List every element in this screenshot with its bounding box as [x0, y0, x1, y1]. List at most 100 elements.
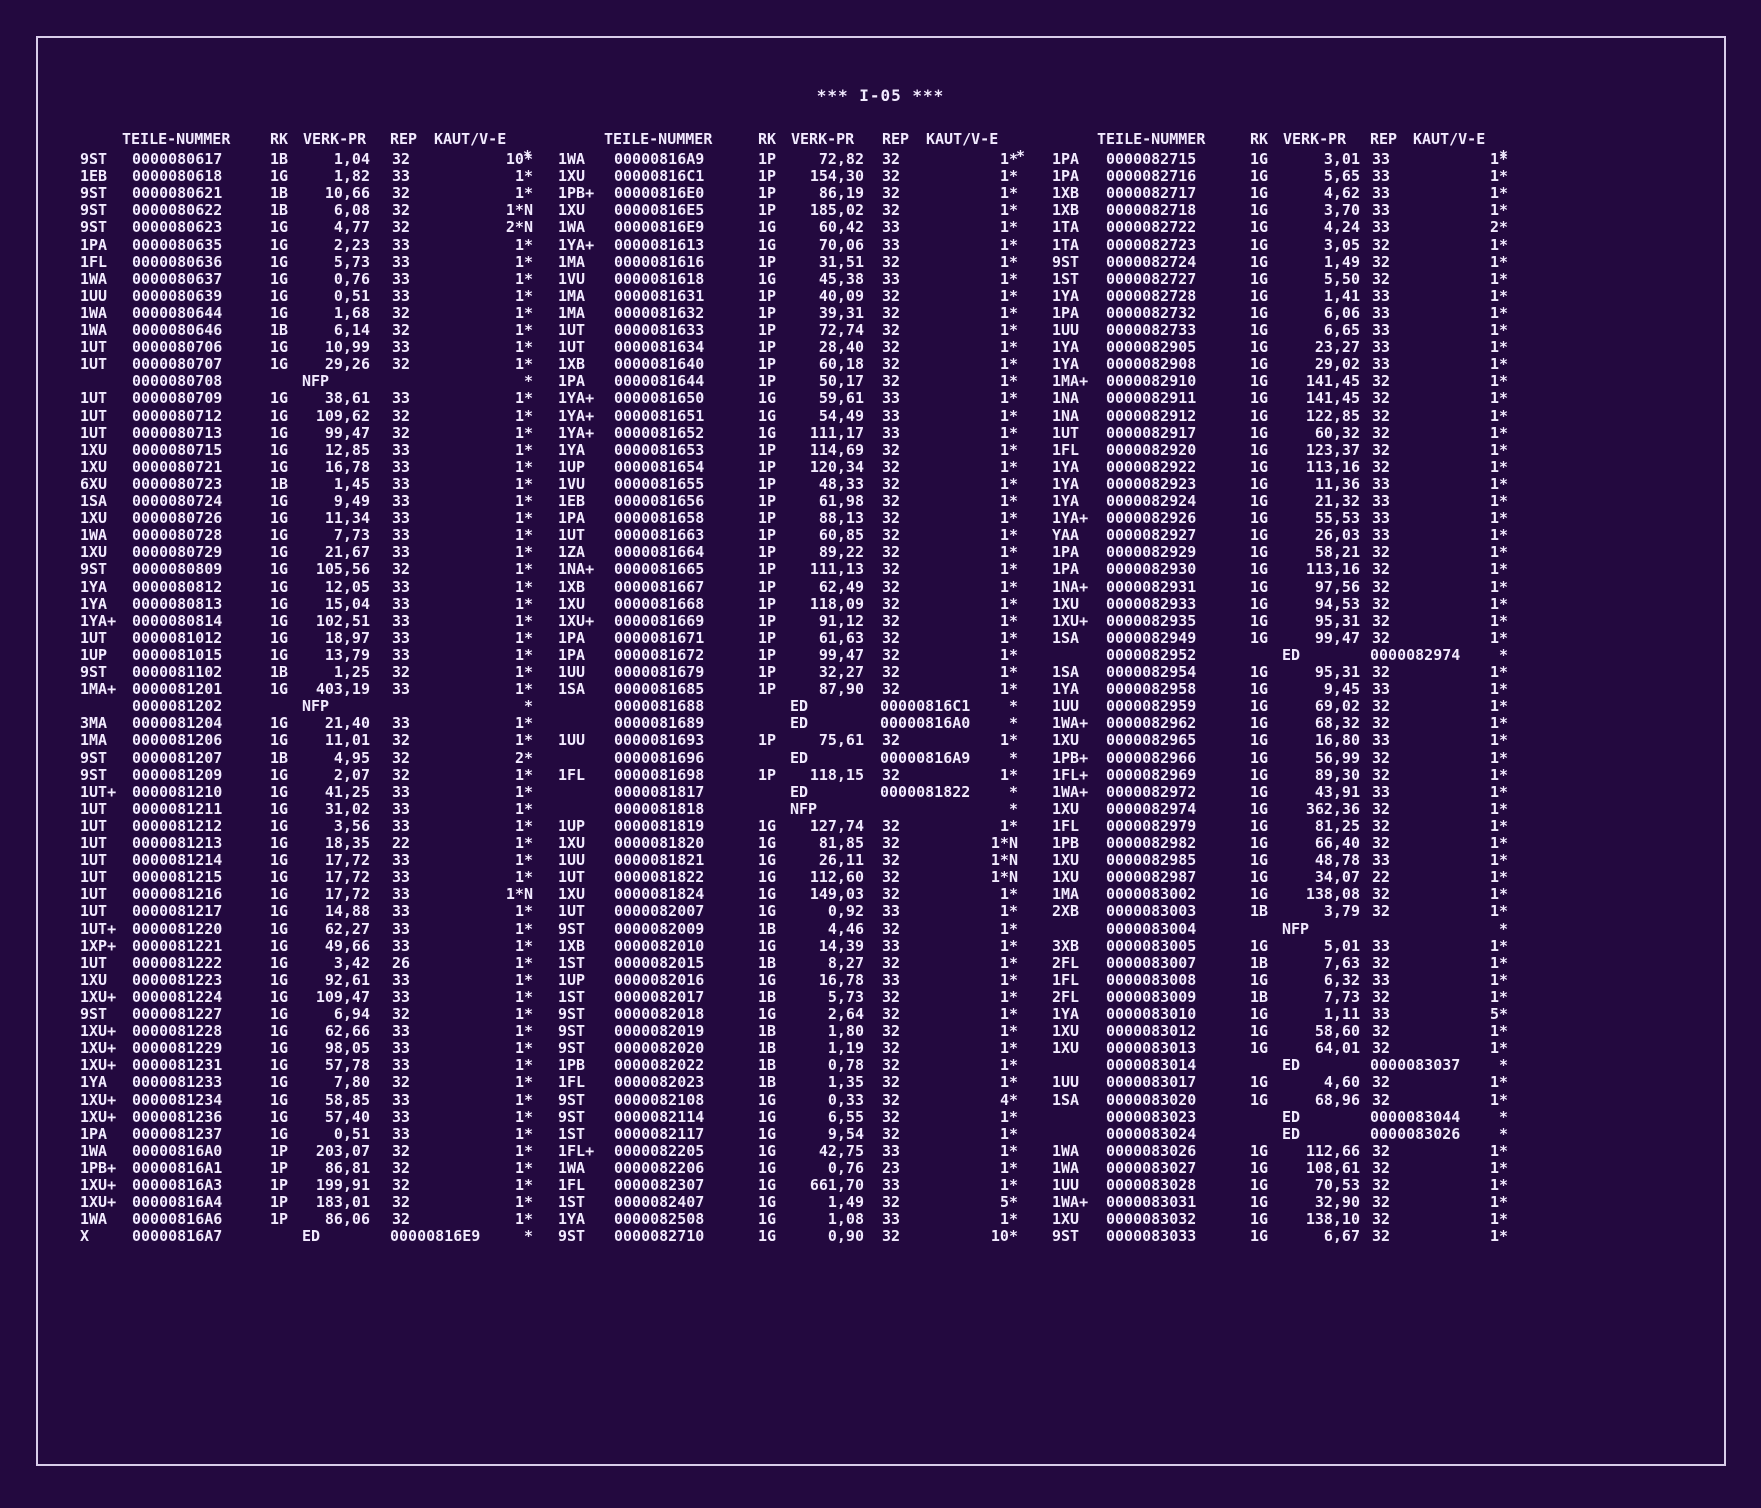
table-row: 1UT 0000080707 1G 29,26 32 1*: [0, 355, 1761, 374]
quantity-flag: 2*: [1489, 218, 1508, 237]
price: 0,92: [827, 902, 864, 921]
quantity-flag: 1*: [999, 611, 1018, 630]
part-number: 0000080635: [132, 235, 223, 254]
group-code: 1MA: [558, 303, 586, 322]
table-row: 1PA 0000082930 1G 113,16 32 1*: [0, 560, 1761, 579]
part-number: 0000080724: [132, 492, 223, 510]
rep-code: 32: [1372, 1158, 1391, 1177]
rep-code: 32: [392, 748, 411, 767]
quantity-flag: 1*: [514, 1124, 533, 1143]
rk-code: 1G: [1250, 765, 1269, 784]
table-row: 1WA+ 0000082972 1G 43,91 33 1*: [0, 783, 1761, 802]
part-number: 0000080709: [132, 389, 223, 408]
part-number: 0000081820: [614, 834, 705, 852]
price: 6,94: [333, 1005, 370, 1023]
quantity-flag: 1*: [999, 902, 1018, 921]
replacement-part-number: 00000816C1: [880, 697, 971, 716]
header-verk-pr: VERK-PR: [303, 130, 367, 148]
quantity-flag: 1*: [1489, 543, 1508, 562]
rk-code: 1B: [1250, 987, 1269, 1006]
price: 17,72: [324, 885, 370, 904]
quantity-flag: 1*: [514, 1193, 533, 1212]
table-row: 9ST 0000082108 1G 0,33 32 4*: [0, 1091, 1761, 1110]
part-number: 0000081640: [614, 355, 705, 374]
price: 50,17: [818, 372, 864, 391]
price: 1,68: [333, 303, 370, 322]
rk-code: ED: [790, 714, 809, 733]
rep-code: 32: [882, 765, 901, 784]
part-number: 0000082508: [614, 1210, 705, 1229]
rep-code: 32: [1372, 1210, 1391, 1229]
rep-code: 33: [392, 851, 411, 870]
rk-code: ED: [790, 782, 809, 801]
quantity-flag: 1*: [514, 799, 533, 818]
table-row: 1UT 0000081633 1P 72,74 32 1*: [0, 321, 1761, 340]
price: 5,73: [333, 252, 370, 271]
part-number: 0000082722: [1106, 218, 1197, 237]
group-code: 6XU: [80, 474, 108, 493]
rep-code: 33: [392, 868, 411, 887]
rk-code: 1G: [1250, 252, 1269, 271]
group-code: 1WA: [558, 218, 586, 237]
quantity-flag: 1*: [1489, 423, 1508, 442]
price: 48,33: [818, 474, 864, 493]
rep-code: 32: [392, 1005, 411, 1023]
part-number: 0000081237: [132, 1124, 223, 1143]
rep-code: 32: [392, 303, 411, 322]
quantity-flag: 1*: [999, 919, 1018, 938]
price: 49,66: [324, 936, 370, 955]
price: 3,42: [333, 953, 370, 972]
rep-code: 32: [1372, 611, 1391, 630]
part-number: 00000816A1: [132, 1158, 223, 1177]
rk-code: 1B: [758, 919, 777, 938]
group-code: 1SA: [1052, 663, 1080, 681]
part-number: 00000816E5: [614, 201, 705, 220]
quantity-flag: 1*: [999, 816, 1018, 835]
part-number: 0000080813: [132, 594, 223, 613]
quantity-flag: 1*: [514, 1090, 533, 1109]
rep-code: 33: [1372, 680, 1391, 699]
table-row: 1SA 0000081685 1P 87,90 32 1*: [0, 680, 1761, 699]
price: 61,63: [818, 628, 864, 647]
group-code: 1YA+: [1052, 509, 1089, 528]
quantity-flag: 1*: [1489, 526, 1508, 545]
rep-code: 33: [392, 543, 411, 562]
price: 112,60: [809, 868, 864, 887]
quantity-flag: 1*: [999, 1158, 1018, 1177]
group-code: 1YA: [1052, 286, 1080, 305]
rk-code: 1P: [758, 355, 777, 374]
part-number: 0000080637: [132, 269, 223, 288]
part-number: 0000082931: [1106, 577, 1197, 596]
quantity-flag: 1*: [1489, 457, 1508, 476]
quantity-flag: 1*: [999, 577, 1018, 596]
rk-code: 1G: [1250, 303, 1269, 322]
part-number: 0000082018: [614, 1005, 705, 1023]
rep-code: 32: [1372, 235, 1391, 254]
part-number: 0000080723: [132, 474, 223, 493]
rep-code: 32: [1372, 1193, 1391, 1212]
price: 10,66: [324, 184, 370, 203]
quantity-flag: 1*: [514, 953, 533, 972]
part-number: 0000081656: [614, 492, 705, 510]
report-title: *** I-05 ***: [816, 86, 945, 105]
quantity-flag: 1*N: [990, 868, 1018, 887]
price: 99,47: [324, 423, 370, 442]
rk-code: 1B: [270, 474, 289, 493]
group-code: 1XU: [1052, 868, 1080, 887]
price: 89,22: [818, 543, 864, 562]
price: 6,67: [1323, 1227, 1360, 1246]
part-number: 0000081214: [132, 851, 223, 870]
price: 185,02: [809, 201, 864, 220]
rep-code: 33: [392, 526, 411, 545]
table-row: 0000080708 NFP *: [0, 372, 1761, 391]
price: 59,61: [818, 389, 864, 408]
part-number: 00000816A6: [132, 1210, 223, 1229]
quantity-flag: 1*: [514, 355, 533, 374]
group-code: 9ST: [80, 663, 108, 681]
table-row: 1PB 0000082982 1G 66,40 32 1*: [0, 834, 1761, 853]
price: 97,56: [1314, 577, 1360, 596]
quantity-flag: 1*: [999, 1005, 1018, 1023]
table-row: 1UT 0000080709 1G 38,61 33 1*: [0, 389, 1761, 408]
rep-code: 33: [882, 389, 901, 408]
rep-code: 32: [392, 663, 411, 681]
